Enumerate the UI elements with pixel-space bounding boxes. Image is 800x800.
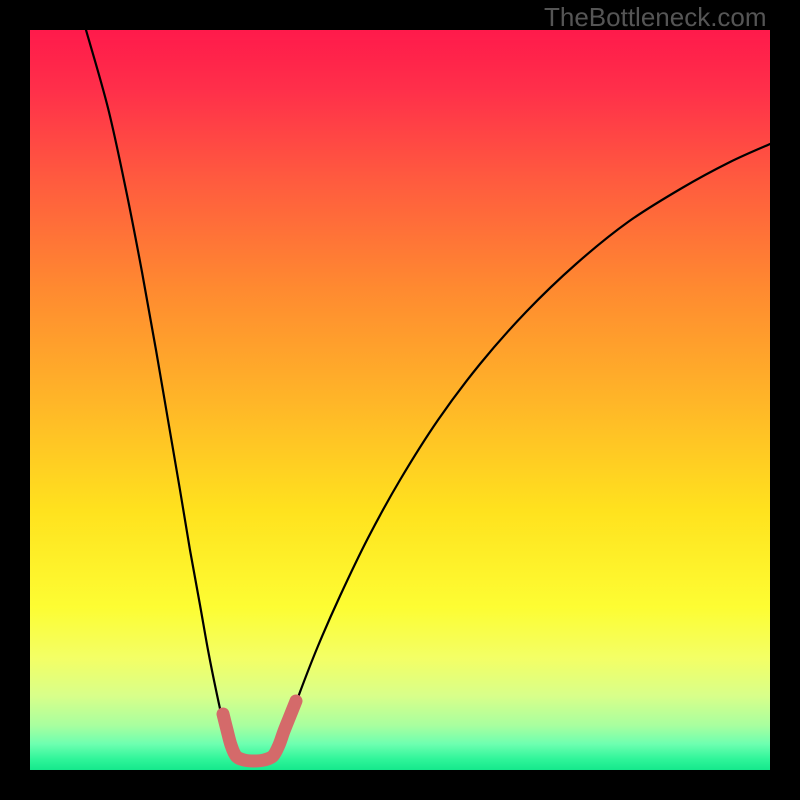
bottom-marker [223, 701, 296, 761]
bottleneck-curve [86, 30, 770, 759]
chart-svg [0, 0, 800, 800]
watermark-text: TheBottleneck.com [544, 2, 767, 33]
